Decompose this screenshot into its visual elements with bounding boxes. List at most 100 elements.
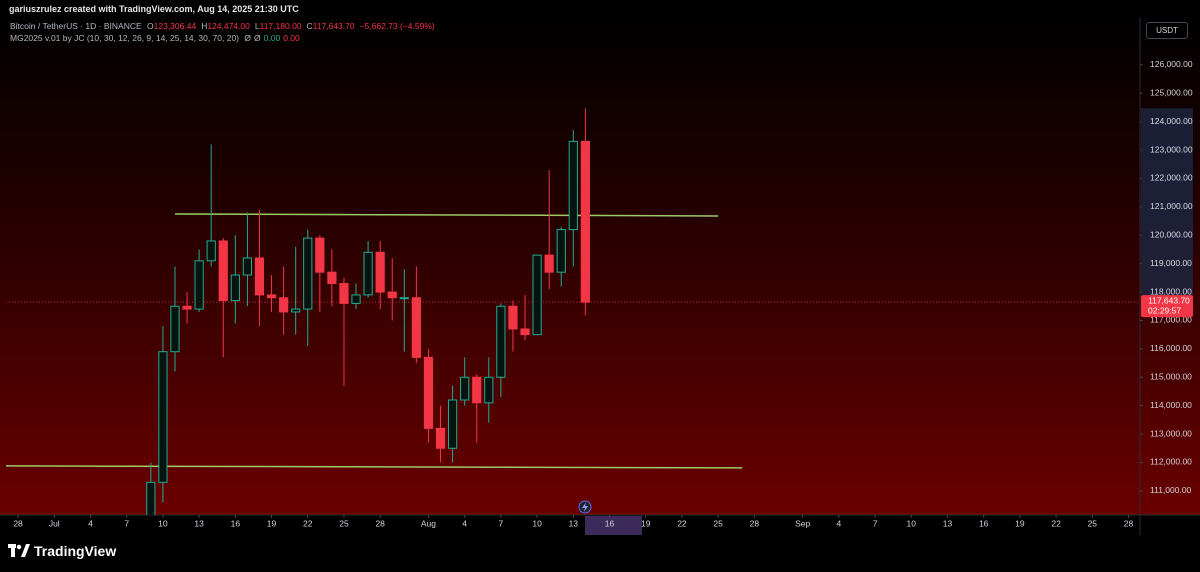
x-tick-label: 13 — [943, 518, 953, 528]
candle-body — [206, 240, 216, 262]
candle-body — [266, 294, 277, 299]
y-tick-label: 119,000.00 — [1150, 258, 1192, 268]
candle-body — [411, 297, 421, 358]
y-tick-label: 118,000.00 — [1150, 286, 1192, 296]
candle-body — [580, 140, 590, 303]
symbol-legend: Bitcoin / TetherUS · 1D · BINANCE O123,3… — [10, 21, 438, 31]
currency-label: USDT — [1156, 26, 1178, 35]
indicator-value: Ø — [254, 33, 261, 43]
x-tick-label: Sep — [795, 518, 810, 528]
candle-body — [520, 328, 530, 336]
candle-body — [387, 291, 397, 299]
candle-body — [399, 297, 409, 300]
x-tick-label: 13 — [569, 518, 579, 528]
ohlc-item: C117,643.70 — [307, 21, 358, 31]
x-tick-label: 25 — [339, 518, 349, 528]
y-tick-label: 116,000.00 — [1150, 343, 1192, 353]
y-tick-label: 125,000.00 — [1150, 88, 1193, 98]
candle-body — [435, 427, 446, 449]
currency-button[interactable]: USDT — [1146, 22, 1188, 39]
brand-logo[interactable]: TradingView — [8, 543, 116, 559]
countdown-label: 02:29:57 — [1148, 305, 1181, 315]
x-tick-label: 10 — [907, 518, 917, 528]
candle-body — [315, 237, 325, 273]
candle-body — [194, 260, 204, 310]
x-tick-label: 28 — [750, 518, 760, 528]
y-tick-label: 112,000.00 — [1150, 457, 1192, 467]
credit-text: gariuszrulez created with TradingView.co… — [9, 4, 299, 14]
candle-body — [254, 257, 265, 296]
ohlc-value: 117,643.70 — [312, 21, 355, 31]
y-tick-label: 111,000.00 — [1150, 485, 1192, 495]
symbol-name[interactable]: Bitcoin / TetherUS · 1D · BINANCE — [10, 21, 142, 31]
x-tick-label: 7 — [873, 518, 878, 528]
x-tick-label: 25 — [1088, 518, 1098, 528]
candle-body — [279, 297, 289, 313]
candle-body — [182, 305, 192, 310]
y-tick-label: 120,000.00 — [1150, 230, 1193, 240]
x-tick-label: 4 — [88, 518, 93, 528]
candle-body — [447, 399, 458, 449]
event-icon-bolt — [582, 502, 588, 512]
ohlc-value: 124,474.00 — [207, 21, 250, 31]
x-tick-label: 7 — [124, 518, 129, 528]
price-change: −5,662.73 (−4.59%) — [359, 21, 435, 31]
credit-bar: gariuszrulez created with TradingView.co… — [0, 0, 1200, 18]
ohlc-key: C — [306, 21, 313, 31]
candle-body — [158, 351, 168, 483]
candle-body — [170, 305, 180, 353]
indicator-name[interactable]: MG2025 v.01 by JC (10, 30, 12, 26, 9, 14… — [10, 33, 240, 43]
x-tick-label: 22 — [677, 518, 687, 528]
last-price-box — [1141, 295, 1193, 318]
last-price-label: 117,643.70 — [1148, 295, 1190, 305]
y-tick-label: 122,000.00 — [1150, 173, 1193, 183]
x-tick-label: 22 — [303, 518, 313, 528]
x-tick-label: 10 — [532, 518, 542, 528]
candle-body — [327, 271, 337, 285]
candle-body — [303, 237, 313, 310]
x-tick-label: 28 — [375, 518, 385, 528]
indicator-value: 0.00 — [283, 33, 300, 43]
candle-body — [556, 229, 566, 273]
ohlc-item: H124,474.00 — [201, 21, 253, 31]
chart-background — [0, 18, 1200, 515]
x-tick-label: 10 — [158, 518, 168, 528]
ohlc-value: 123,306.44 — [153, 21, 197, 31]
x-tick-label: 16 — [231, 518, 241, 528]
candle-body — [242, 257, 253, 276]
candle-body — [568, 140, 578, 231]
x-tick-label: 19 — [1015, 518, 1025, 528]
y-tick-label: 117,000.00 — [1150, 315, 1192, 325]
x-tick-label: 25 — [713, 518, 723, 528]
candle-body — [351, 294, 361, 304]
x-tick-label: 22 — [1051, 518, 1061, 528]
x-tick-label: 7 — [499, 518, 504, 528]
ohlc-key: L — [254, 21, 260, 31]
y-tick-label: 123,000.00 — [1150, 144, 1193, 154]
candle-body — [460, 376, 470, 401]
candle-body — [544, 254, 554, 273]
x-tick-label: Aug — [421, 518, 436, 528]
plot-area — [6, 108, 1140, 515]
axes: 111,000.00 112,000.00 113,000.00 114,000.00… — [13, 59, 1193, 528]
candle-body — [484, 376, 494, 404]
candle-body — [146, 481, 156, 515]
y-tick-label: 115,000.00 — [1150, 372, 1192, 382]
candle-body — [339, 283, 349, 304]
indicator-value: Ø — [244, 33, 252, 43]
candle-body — [218, 240, 228, 302]
ohlc-key: O — [147, 21, 154, 31]
brand-name: TradingView — [34, 543, 117, 559]
x-tick-label: Jul — [49, 518, 60, 528]
x-tick-label: 16 — [979, 518, 989, 528]
trendline — [6, 465, 743, 469]
y-tick-label: 113,000.00 — [1150, 428, 1192, 438]
candle-body — [472, 376, 482, 404]
ohlc-key: H — [201, 21, 208, 31]
x-tick-label: 19 — [267, 518, 277, 528]
footer: TradingView — [0, 535, 1200, 572]
candle-body — [375, 251, 385, 293]
x-tick-label: 28 — [13, 518, 23, 528]
y-tick-label: 114,000.00 — [1150, 400, 1192, 410]
